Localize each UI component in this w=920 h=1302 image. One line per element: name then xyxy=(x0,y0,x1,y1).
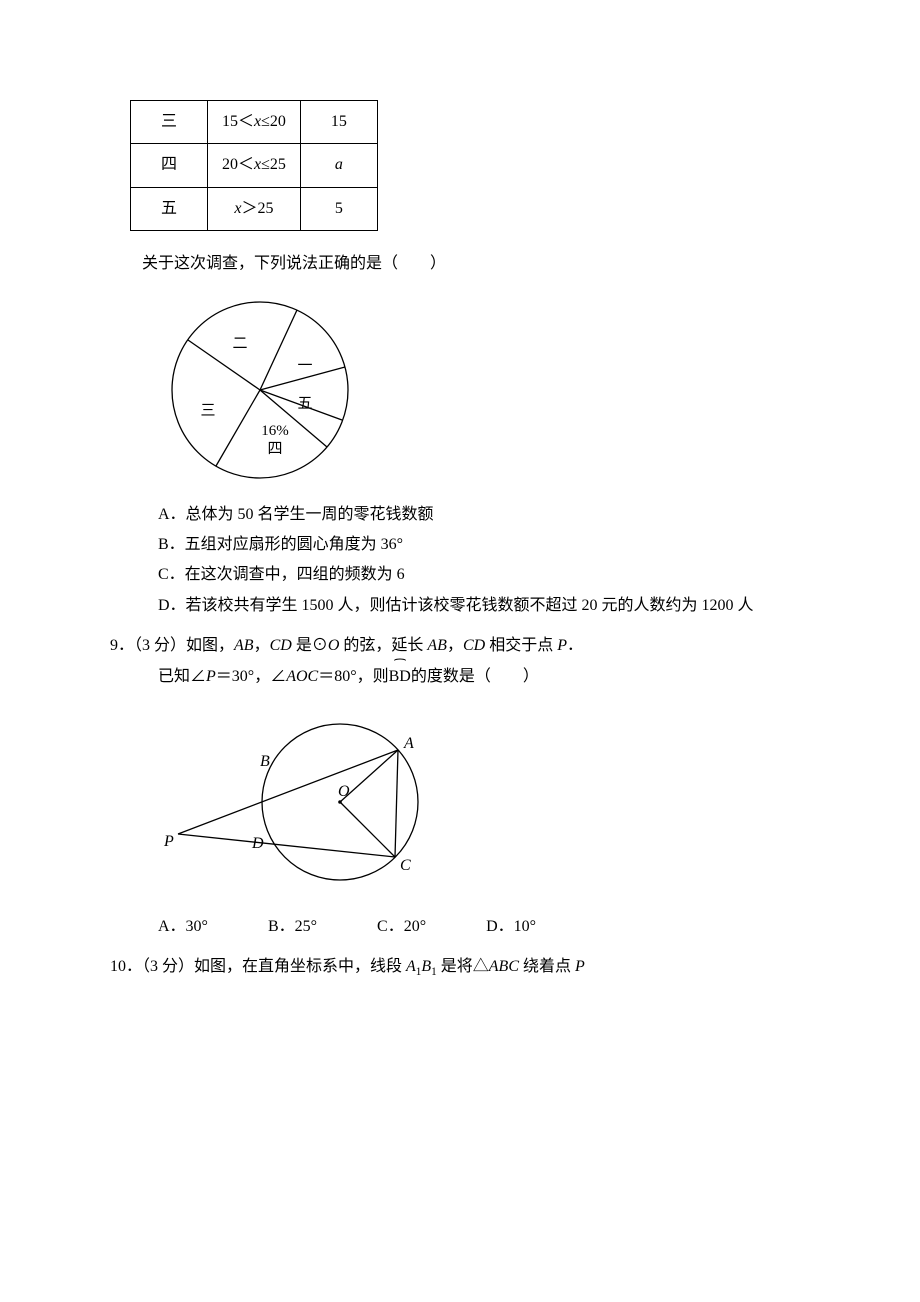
q9-line2-post: 的度数是（ ） xyxy=(411,668,539,685)
cell-group: 三 xyxy=(131,101,208,144)
q9-option-d: D．10° xyxy=(486,912,536,942)
q8-option-d: D．若该校共有学生 1500 人，则估计该校零花钱数额不超过 20 元的人数约为… xyxy=(110,591,810,621)
cell-range: 15＜x≤20 xyxy=(208,101,301,144)
q9-line2: 已知∠P＝30°，∠AOC＝80°，则BD的度数是（ ） xyxy=(110,662,810,692)
table-row: 三 15＜x≤20 15 xyxy=(131,101,378,144)
label-c: C xyxy=(400,857,411,874)
label-b: B xyxy=(260,753,270,770)
q8-stem: 关于这次调查，下列说法正确的是（ ） xyxy=(110,249,810,279)
pie-chart-figure: 一 二 三 16% 四 五 xyxy=(140,290,810,490)
cell-group: 五 xyxy=(131,187,208,230)
pie-label-4: 四 xyxy=(267,441,282,457)
cell-freq: 15 xyxy=(300,101,377,144)
q10-block: 10．（3 分）如图，在直角坐标系中，线段 A1B1 是将△ABC 绕着点 P xyxy=(110,952,810,983)
frequency-table: 三 15＜x≤20 15 四 20＜x≤25 a 五 x＞25 5 xyxy=(130,100,378,231)
pie-radius xyxy=(216,390,260,466)
circle-diagram-figure: O A C B D P xyxy=(160,702,810,902)
q8-option-c: C．在这次调查中，四组的频数为 6 xyxy=(110,560,810,590)
q8-option-b: B．五组对应扇形的圆心角度为 36° xyxy=(110,530,810,560)
q9-heading: 9．（3 分）如图，AB，CD 是⊙O 的弦，延长 AB，CD 相交于点 P． xyxy=(110,631,810,661)
pie-radius xyxy=(188,340,260,390)
cell-freq: a xyxy=(300,144,377,187)
q8-option-a: A．总体为 50 名学生一周的零花钱数额 xyxy=(110,500,810,530)
q9-block: 9．（3 分）如图，AB，CD 是⊙O 的弦，延长 AB，CD 相交于点 P． … xyxy=(110,631,810,942)
q9-line2-pre: 已知∠P＝30°，∠AOC＝80°，则 xyxy=(158,668,389,685)
table-row: 四 20＜x≤25 a xyxy=(131,144,378,187)
arc-bd: BD xyxy=(389,662,411,692)
pie-chart-svg: 一 二 三 16% 四 五 xyxy=(140,290,380,490)
q9-option-c: C．20° xyxy=(377,912,426,942)
table-row: 五 x＞25 5 xyxy=(131,187,378,230)
cell-range: x＞25 xyxy=(208,187,301,230)
seg-o-c xyxy=(340,802,395,857)
pie-label-5: 五 xyxy=(297,396,312,412)
pie-label-1: 一 xyxy=(297,358,312,374)
exam-page: 三 15＜x≤20 15 四 20＜x≤25 a 五 x＞25 5 关于这次调查… xyxy=(0,0,920,1044)
q9-options: A．30° B．25° C．20° D．10° xyxy=(110,912,810,942)
pie-label-3: 三 xyxy=(200,403,215,419)
cell-range: 20＜x≤25 xyxy=(208,144,301,187)
cell-freq: 5 xyxy=(300,187,377,230)
q9-option-a: A．30° xyxy=(158,912,208,942)
label-d: D xyxy=(251,835,264,852)
seg-p-a xyxy=(178,750,398,834)
label-p: P xyxy=(163,833,174,850)
pie-label-4-pct: 16% xyxy=(261,423,289,439)
q9-option-b: B．25° xyxy=(268,912,317,942)
seg-a-c xyxy=(395,750,398,857)
cell-group: 四 xyxy=(131,144,208,187)
label-a: A xyxy=(403,735,414,752)
pie-label-2: 二 xyxy=(232,336,247,352)
seg-p-c xyxy=(178,834,395,857)
pie-radius xyxy=(260,310,297,390)
circle-diagram-svg: O A C B D P xyxy=(160,702,460,902)
label-o: O xyxy=(338,783,350,800)
q8-option-d-text: D．若该校共有学生 1500 人，则估计该校零花钱数额不超过 20 元的人数约为… xyxy=(158,597,754,614)
